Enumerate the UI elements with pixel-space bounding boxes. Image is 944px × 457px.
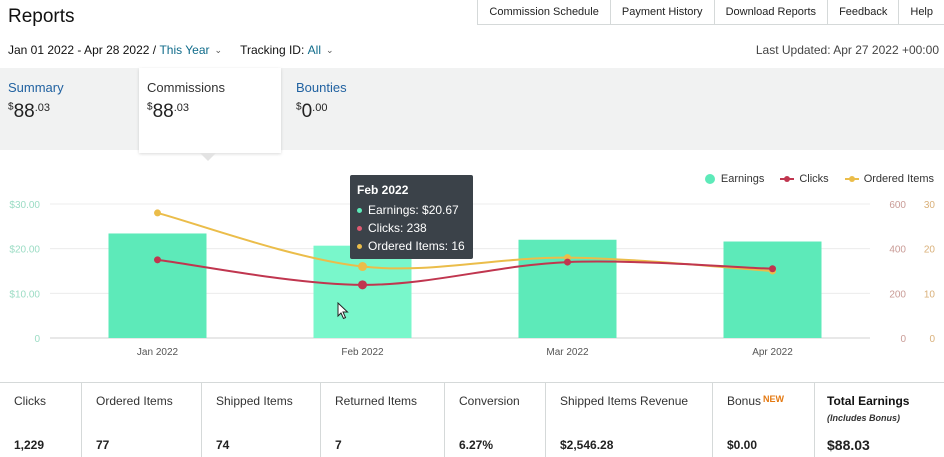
summary-tabs: Summary $88.03 Commissions $88.03 Bounti… <box>0 68 944 153</box>
stat-returned-items: Returned Items 7 <box>321 383 445 457</box>
stat-value: $88.03 <box>827 437 870 453</box>
y-tick-label-ordered-items: 30 <box>924 200 936 211</box>
stat-sublabel: (Includes Bonus) <box>827 413 901 423</box>
tooltip-earnings: Earnings: $20.67 <box>368 203 459 217</box>
y-tick-label-ordered-items: 10 <box>924 289 936 300</box>
stat-label: Conversion <box>459 394 520 408</box>
tooltip-ordered-items: Ordered Items: 16 <box>368 239 465 253</box>
y-tick-label-clicks: 200 <box>889 289 906 300</box>
tab-bounties[interactable]: Bounties $0.00 <box>288 68 428 150</box>
tab-label: Commissions <box>147 80 226 95</box>
legend-item-clicks[interactable]: Clicks <box>780 173 829 185</box>
stat-total-earnings: Total Earnings (Includes Bonus) $88.03 <box>815 383 944 457</box>
stat-conversion: Conversion 6.27% <box>445 383 546 457</box>
tooltip-title: Feb 2022 <box>357 183 409 197</box>
mouse-cursor-icon <box>337 302 349 320</box>
y-tick-label-clicks: 400 <box>889 245 906 256</box>
bar-earnings <box>108 233 207 338</box>
stat-label: Total Earnings <box>827 394 910 408</box>
chevron-down-icon[interactable]: ⌄ <box>214 44 223 55</box>
line-clicks <box>157 258 773 286</box>
stat-value: 74 <box>216 438 230 452</box>
stat-value: 1,229 <box>14 438 45 452</box>
new-badge: NEW <box>763 394 785 404</box>
point-clicks <box>564 258 571 266</box>
point-ordered-items <box>154 209 161 217</box>
help-button[interactable]: Help <box>898 0 944 25</box>
point-clicks <box>358 280 367 290</box>
active-tab-pointer <box>200 153 216 161</box>
y-tick-label-ordered-items: 20 <box>924 245 936 256</box>
filter-bar: Jan 01 2022 - Apr 28 2022 / This Year ⌄ … <box>8 43 334 57</box>
tooltip-clicks: Clicks: 238 <box>368 221 427 235</box>
stat-clicks: Clicks 1,229 <box>0 383 82 457</box>
point-ordered-items <box>358 262 367 272</box>
feedback-button[interactable]: Feedback <box>827 0 899 25</box>
date-range-text: Jan 01 2022 - Apr 28 2022 / <box>8 43 157 57</box>
y-tick-label-earnings: $20.00 <box>9 245 40 256</box>
download-reports-button[interactable]: Download Reports <box>713 0 828 25</box>
stat-label: Clicks <box>14 394 46 408</box>
point-clicks <box>154 256 161 264</box>
stat-ordered-items: Ordered Items 77 <box>82 383 202 457</box>
x-tick-label: Mar 2022 <box>546 347 589 358</box>
tab-amount: $88.03 <box>8 101 51 122</box>
stat-label: Ordered Items <box>96 394 173 408</box>
y-tick-label-clicks: 0 <box>900 334 906 345</box>
tab-amount: $88.03 <box>147 101 190 122</box>
legend-item-ordered-items[interactable]: Ordered Items <box>844 173 934 185</box>
point-clicks <box>769 265 776 273</box>
stat-value: 7 <box>335 438 342 452</box>
x-tick-label: Apr 2022 <box>752 347 793 358</box>
x-tick-label: Feb 2022 <box>341 347 384 358</box>
stat-label: Shipped Items <box>216 394 293 408</box>
y-tick-label-earnings: $10.00 <box>9 289 40 300</box>
tab-label: Bounties <box>296 80 347 95</box>
chart-canvas: $30.00 600 30$20.00 400 20$10.00 200 100 0 0Jan … <box>9 200 936 358</box>
tracking-id-label: Tracking ID: <box>240 43 305 57</box>
payment-history-button[interactable]: Payment History <box>609 0 714 25</box>
legend-label: Earnings <box>720 173 765 185</box>
legend-earnings-marker <box>704 174 715 184</box>
legend-clicks-marker <box>780 174 795 184</box>
period-dropdown[interactable]: This Year <box>159 43 210 57</box>
stat-value: $0.00 <box>727 438 758 452</box>
chevron-down-icon[interactable]: ⌄ <box>326 44 334 55</box>
stat-bonus: Bonus NEW $0.00 <box>713 383 815 457</box>
legend-label: Clicks <box>799 173 829 185</box>
stat-value: $2,546.28 <box>560 438 614 452</box>
stat-label: Bonus NEW <box>727 394 785 408</box>
tracking-id-dropdown[interactable]: All <box>307 43 321 57</box>
stat-value: 6.27% <box>459 438 494 452</box>
x-tick-label: Jan 2022 <box>137 347 179 358</box>
stat-shipped-items: Shipped Items 74 <box>202 383 321 457</box>
tab-commissions[interactable]: Commissions $88.03 <box>139 68 281 153</box>
tab-summary[interactable]: Summary $88.03 <box>0 68 139 150</box>
tab-amount: $0.00 <box>296 101 328 122</box>
y-tick-label-earnings: $30.00 <box>9 200 40 211</box>
stat-label: Shipped Items Revenue <box>560 394 689 408</box>
y-tick-label-earnings: 0 <box>34 334 40 345</box>
chart-legend: Earnings Clicks Ordered Items <box>689 173 934 185</box>
stat-shipped-items-revenue: Shipped Items Revenue $2,546.28 <box>546 383 713 457</box>
stat-label: Returned Items <box>335 394 418 408</box>
bar-earnings <box>723 241 822 338</box>
chart-tooltip: Feb 2022 Earnings: $20.67 Clicks: 238 Or… <box>350 175 473 259</box>
earnings-chart: $30.00 600 30 $20.00 400 20 $10.00 200 10 0 0 0 Jan … <box>0 160 944 382</box>
page-title: Reports <box>8 6 75 27</box>
y-tick-label-ordered-items: 0 <box>929 334 935 345</box>
commission-schedule-button[interactable]: Commission Schedule <box>477 0 610 25</box>
legend-ordered-marker <box>844 174 859 184</box>
y-tick-label-clicks: 600 <box>889 200 906 211</box>
bar-earnings <box>313 245 412 338</box>
legend-item-earnings[interactable]: Earnings <box>704 173 765 185</box>
last-updated-text: Last Updated: Apr 27 2022 +00:00 <box>755 43 939 57</box>
tab-label: Summary <box>8 80 64 95</box>
stat-value: 77 <box>96 438 110 452</box>
top-navigation: Commission Schedule Payment History Down… <box>477 0 944 25</box>
legend-label: Ordered Items <box>863 173 934 185</box>
summary-stats-row: Clicks 1,229 Ordered Items 77 Shipped It… <box>0 382 944 457</box>
